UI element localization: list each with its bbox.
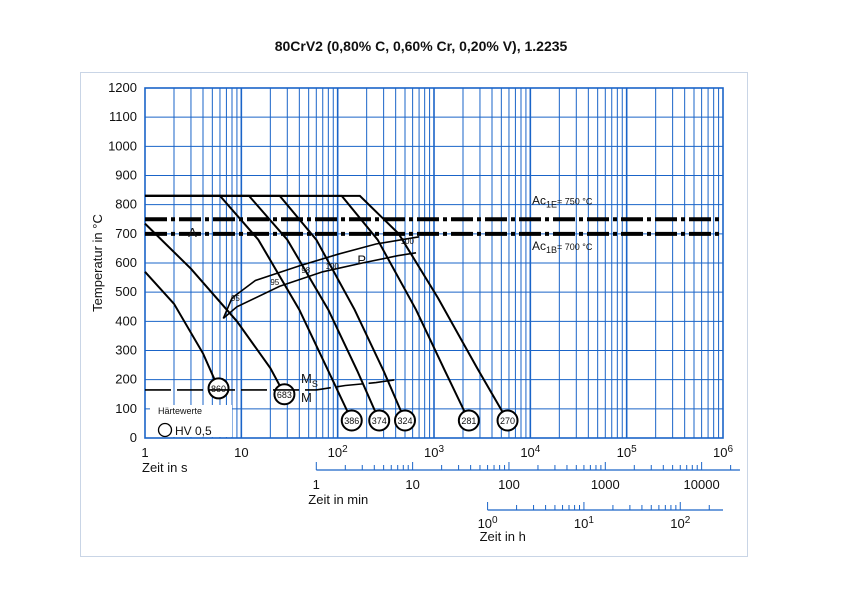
x-tick-label: 1 [141,445,148,460]
minutes-tick-label: 1 [313,477,320,492]
hardness-value: 324 [397,416,412,426]
y-tick-label: 0 [130,430,137,445]
hardness-marker [207,377,230,400]
hardness-value: 683 [277,390,292,400]
legend-title: Härtewerte [158,406,202,416]
chart-frame [80,72,748,557]
hardness-marker [394,409,417,432]
x-tick-label: 103 [424,444,444,460]
minutes-tick-label: 10000 [684,477,720,492]
ms-line [145,378,396,391]
hardness-marker [368,409,391,432]
cooling-curve [145,194,509,422]
cooling-curve [144,222,286,395]
y-tick-label: 700 [115,226,137,241]
transformation-percent-label: 100 [401,237,415,246]
minutes-axis-label: Zeit in min [308,492,368,507]
y-tick-label: 400 [115,313,137,328]
cooling-curve [144,271,220,389]
hours-axis-label: Zeit in h [480,529,526,544]
x-tick-label: 106 [713,444,733,460]
hardness-value: 386 [344,416,359,426]
hardness-marker [496,409,519,432]
y-tick-label: 900 [115,168,137,183]
transformation-start-curve [222,236,420,319]
y-tick-label: 300 [115,343,137,358]
legend-label: HV 0,5 [175,424,212,438]
hardness-value: 860 [211,384,226,394]
ms-label: MS [301,371,318,389]
transformation-end-curve [222,252,417,320]
transformation-percent-label: 95 [231,294,240,303]
hours-tick-label: 101 [574,515,594,531]
minutes-tick-label: 100 [498,477,520,492]
transformation-percent-label: 100 [326,262,340,271]
x-tick-label: 102 [328,444,348,460]
hardness-marker [340,409,363,432]
region-label: P [357,252,366,267]
x-tick-label: 104 [520,444,540,460]
y-tick-label: 500 [115,284,137,299]
chart-title: 80CrV2 (0,80% C, 0,60% Cr, 0,20% V), 1.2… [274,38,568,54]
y-tick-label: 1000 [108,138,137,153]
hardness-value: 270 [500,416,515,426]
minutes-tick-label: 1000 [591,477,620,492]
region-label: A [188,225,197,240]
m-label: M [301,390,312,405]
hardness-value: 374 [372,416,387,426]
x-tick-label: 10 [234,445,248,460]
reference-line-label: Ac1E= 750 °C [532,193,593,209]
x-tick-label: 105 [617,444,637,460]
x-axis-label: Zeit in s [142,460,188,475]
hardness-value: 281 [461,416,476,426]
minutes-tick-label: 10 [405,477,419,492]
y-tick-label: 100 [115,401,137,416]
reference-line-label: Ac1B= 700 °C [532,239,593,255]
hardness-marker [457,409,480,432]
y-tick-label: 200 [115,372,137,387]
legend-symbol [157,422,173,438]
y-tick-label: 1100 [109,109,137,124]
y-tick-label: 600 [115,255,137,270]
hours-tick-label: 102 [670,515,690,531]
y-tick-label: 1200 [108,80,137,95]
transformation-percent-label: 95 [270,278,279,287]
transformation-percent-label: 98 [301,266,310,275]
y-tick-label: 800 [115,197,137,212]
y-axis-label: Temperatur in °C [90,214,105,312]
hours-tick-label: 100 [478,515,498,531]
